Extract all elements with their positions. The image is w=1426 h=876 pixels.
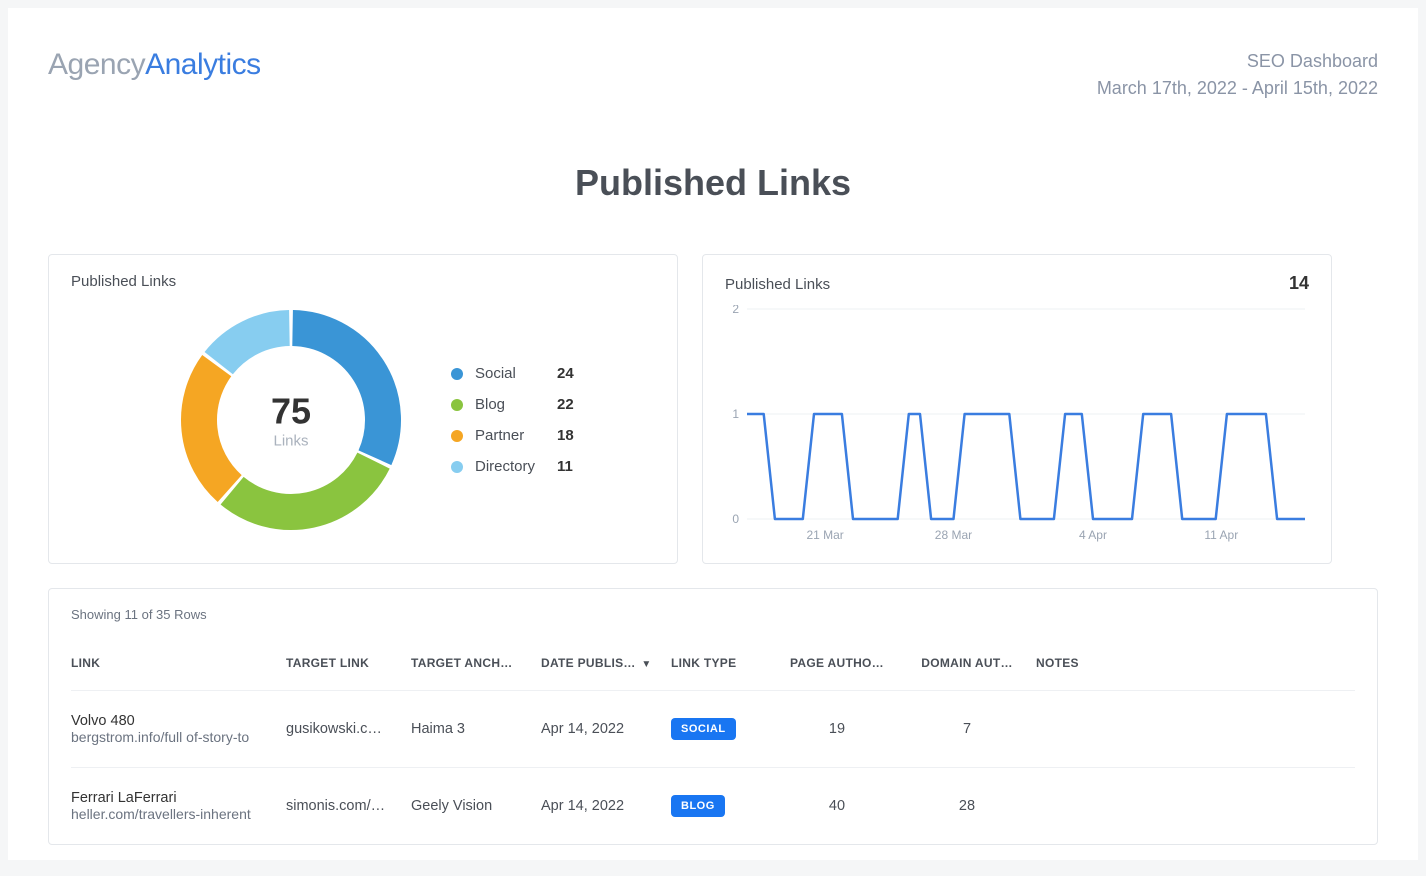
cell-target[interactable]: gusikowski.c…	[286, 691, 411, 768]
donut-center-value: 75	[271, 391, 311, 433]
col-target[interactable]: TARGET LINK	[286, 646, 411, 691]
legend-dot	[451, 399, 463, 411]
line-card-title: Published Links	[725, 276, 830, 293]
col-da[interactable]: DOMAIN AUT…	[906, 646, 1036, 691]
legend-row: Directory 11	[451, 458, 574, 475]
donut-wrap: 75 Links Social 24 Blog 22 Partner 18 Director…	[71, 300, 655, 540]
link-type-badge: BLOG	[671, 795, 725, 817]
table-header-row: LINKTARGET LINKTARGET ANCH…DATE PUBLIS… …	[71, 646, 1355, 691]
logo-agency: Agency	[48, 48, 145, 81]
link-url: bergstrom.info/full of-story-to	[71, 729, 278, 745]
donut-chart: 75 Links	[171, 300, 411, 540]
dashboard-title: SEO Dashboard	[1097, 48, 1378, 75]
col-notes[interactable]: NOTES	[1036, 646, 1355, 691]
donut-card: Published Links 75 Links Social 24 Blog 22 P…	[48, 254, 678, 564]
cell-notes	[1036, 768, 1355, 845]
col-date[interactable]: DATE PUBLIS… ▼	[541, 646, 671, 691]
line-chart: 2 1 0 21 Mar 28 Mar 4 Apr 11 Apr	[725, 305, 1309, 543]
x-axis-label: 11 Apr	[1204, 528, 1238, 542]
link-title: Ferrari LaFerrari	[71, 790, 278, 806]
col-type[interactable]: LINK TYPE	[671, 646, 776, 691]
line-series	[747, 414, 1305, 519]
cell-link[interactable]: Ferrari LaFerrariheller.com/travellers-i…	[71, 768, 286, 845]
donut-legend: Social 24 Blog 22 Partner 18 Directory 11	[451, 365, 574, 475]
cell-link[interactable]: Volvo 480bergstrom.info/full of-story-to	[71, 691, 286, 768]
donut-center-label: Links	[271, 433, 311, 450]
cell-page-authority: 19	[776, 691, 906, 768]
donut-slice	[219, 328, 290, 363]
cell-type: BLOG	[671, 768, 776, 845]
line-card-header: Published Links 14	[725, 273, 1309, 294]
link-type-badge: SOCIAL	[671, 718, 736, 740]
x-axis-label: 21 Mar	[806, 528, 843, 542]
legend-value: 11	[557, 458, 573, 475]
logo-analytics: Analytics	[145, 48, 261, 81]
page-header: AgencyAnalytics SEO Dashboard March 17th…	[48, 48, 1378, 102]
link-title: Volvo 480	[71, 713, 278, 729]
sort-caret-icon: ▼	[641, 659, 651, 670]
legend-label: Social	[475, 365, 545, 382]
col-pa[interactable]: PAGE AUTHO…	[776, 646, 906, 691]
line-card-total: 14	[1289, 273, 1309, 294]
cards-row: Published Links 75 Links Social 24 Blog 22 P…	[48, 254, 1378, 564]
table-body: Volvo 480bergstrom.info/full of-story-to…	[71, 691, 1355, 845]
legend-row: Partner 18	[451, 427, 574, 444]
donut-card-title: Published Links	[71, 273, 655, 290]
legend-label: Blog	[475, 396, 545, 413]
donut-slice	[199, 366, 230, 489]
table-row[interactable]: Volvo 480bergstrom.info/full of-story-to…	[71, 691, 1355, 768]
cell-anchor: Haima 3	[411, 691, 541, 768]
y-axis-label: 1	[732, 407, 739, 421]
cell-target[interactable]: simonis.com/…	[286, 768, 411, 845]
col-link[interactable]: LINK	[71, 646, 286, 691]
legend-value: 18	[557, 427, 574, 444]
legend-value: 24	[557, 365, 574, 382]
legend-dot	[451, 430, 463, 442]
legend-dot	[451, 461, 463, 473]
table-card: Showing 11 of 35 Rows LINKTARGET LINKTAR…	[48, 588, 1378, 845]
page-title: Published Links	[48, 162, 1378, 204]
link-url: heller.com/travellers-inherent	[71, 806, 278, 822]
links-table: LINKTARGET LINKTARGET ANCH…DATE PUBLIS… …	[71, 646, 1355, 844]
table-meta: Showing 11 of 35 Rows	[71, 607, 1355, 622]
x-axis-label: 28 Mar	[935, 528, 972, 542]
dashboard-page: AgencyAnalytics SEO Dashboard March 17th…	[8, 8, 1418, 860]
legend-label: Directory	[475, 458, 545, 475]
line-card: Published Links 14 2 1 0 21 Mar 28 Mar 4 Apr 1…	[702, 254, 1332, 564]
legend-label: Partner	[475, 427, 545, 444]
donut-center: 75 Links	[271, 391, 311, 450]
y-axis-label: 0	[732, 512, 739, 526]
cell-domain-authority: 28	[906, 768, 1036, 845]
y-axis-label: 2	[732, 305, 739, 316]
cell-notes	[1036, 691, 1355, 768]
cell-date: Apr 14, 2022	[541, 768, 671, 845]
legend-dot	[451, 368, 463, 380]
logo: AgencyAnalytics	[48, 48, 261, 82]
col-anchor[interactable]: TARGET ANCH…	[411, 646, 541, 691]
header-right: SEO Dashboard March 17th, 2022 - April 1…	[1097, 48, 1378, 102]
legend-row: Social 24	[451, 365, 574, 382]
cell-page-authority: 40	[776, 768, 906, 845]
legend-value: 22	[557, 396, 574, 413]
donut-slice	[232, 461, 373, 512]
cell-type: SOCIAL	[671, 691, 776, 768]
cell-domain-authority: 7	[906, 691, 1036, 768]
cell-date: Apr 14, 2022	[541, 691, 671, 768]
date-range: March 17th, 2022 - April 15th, 2022	[1097, 75, 1378, 102]
cell-anchor: Geely Vision	[411, 768, 541, 845]
x-axis-label: 4 Apr	[1079, 528, 1107, 542]
legend-row: Blog 22	[451, 396, 574, 413]
table-row[interactable]: Ferrari LaFerrariheller.com/travellers-i…	[71, 768, 1355, 845]
